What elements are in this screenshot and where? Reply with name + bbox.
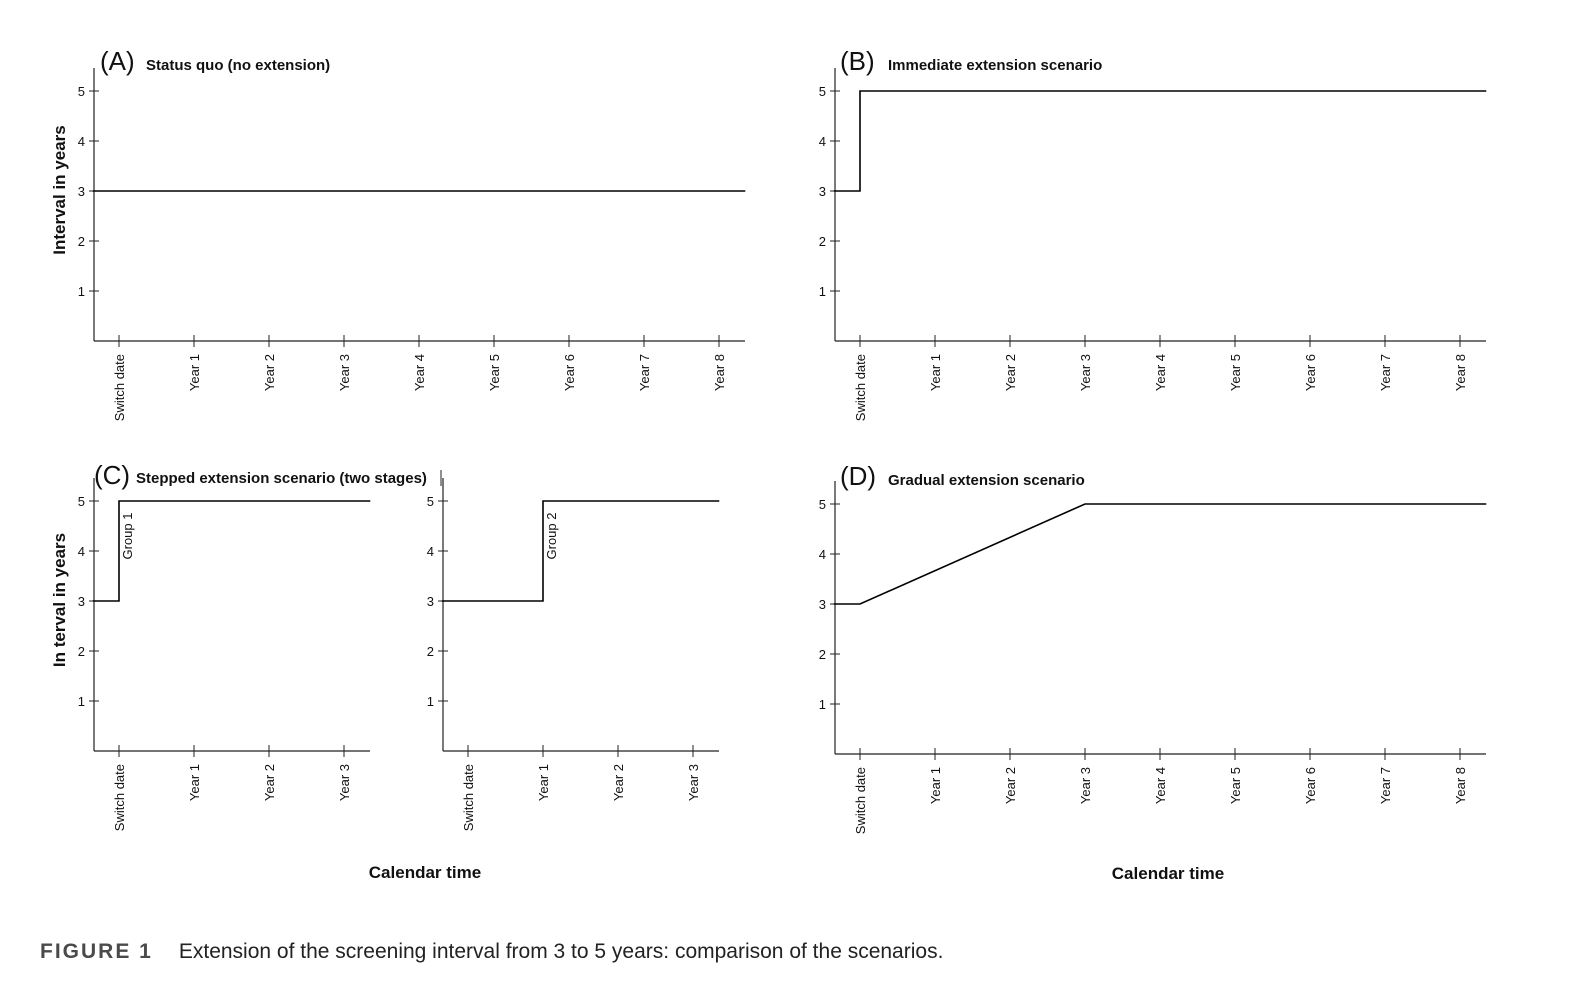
x-tick-label: Year 4 <box>1153 354 1168 391</box>
x-tick-label: Year 6 <box>1303 354 1318 391</box>
y-tick-label: 5 <box>819 84 826 99</box>
series-line <box>833 503 1487 605</box>
x-tick-label: Switch date <box>112 354 127 421</box>
figure-caption-text: Extension of the screening interval from… <box>178 940 944 963</box>
y-tick-label: 1 <box>78 694 85 709</box>
y-tick-label: 1 <box>819 697 826 712</box>
y-tick-label: 1 <box>819 284 826 299</box>
y-tick-label: 4 <box>78 134 85 149</box>
x-tick-label: Year 8 <box>712 354 727 391</box>
x-tick-label: Year 4 <box>1153 767 1168 804</box>
y-tick-label: 1 <box>427 694 434 709</box>
x-tick-label: Year 5 <box>1228 767 1243 804</box>
y-tick-label: 3 <box>78 184 85 199</box>
y-tick-label: 3 <box>427 594 434 609</box>
y-tick-label: 3 <box>78 594 85 609</box>
panel-title: Stepped extension scenario (two stages) <box>136 470 427 487</box>
x-tick-label: Year 7 <box>637 354 652 391</box>
x-tick-label: Switch date <box>461 764 476 831</box>
x-tick-label: Year 1 <box>928 354 943 391</box>
x-tick-label: Year 2 <box>1003 767 1018 804</box>
y-tick-label: 2 <box>819 234 826 249</box>
y-tick-label: 3 <box>819 597 826 612</box>
y-tick-label: 2 <box>819 647 826 662</box>
series-line <box>92 500 371 602</box>
x-tick-label: Year 2 <box>262 354 277 391</box>
y-axis-label-top: Interval in years <box>50 125 69 254</box>
figure-label: FIGURE 1 <box>40 940 153 963</box>
annotation-label: Group 2 <box>544 513 559 560</box>
x-tick-label: Year 8 <box>1453 767 1468 804</box>
x-tick-label: Year 6 <box>1303 767 1318 804</box>
figure-caption: FIGURE 1 Extension of the screening inter… <box>40 940 943 964</box>
x-tick-label: Year 5 <box>1228 354 1243 391</box>
chart-panel-c1: 1 2 3 4 5 Switch date Year 1 Year 2 Year 3 Group … <box>78 460 427 831</box>
x-tick-label: Year 2 <box>611 764 626 801</box>
x-tick-label: Year 1 <box>187 764 202 801</box>
panel-letter: (D) <box>840 461 876 491</box>
series-line <box>441 500 720 602</box>
panel-title: Gradual extension scenario <box>888 472 1085 489</box>
x-axis-label-bottom-left: Calendar time <box>369 863 481 882</box>
x-tick-label: Switch date <box>853 767 868 834</box>
panel-letter: (A) <box>100 46 135 76</box>
panel-letter: (C) <box>94 460 130 490</box>
x-tick-label: Year 2 <box>262 764 277 801</box>
x-tick-label: Switch date <box>112 764 127 831</box>
x-tick-label: Year 3 <box>1078 354 1093 391</box>
panel-letter: (B) <box>840 46 875 76</box>
x-tick-label: Year 5 <box>487 354 502 391</box>
x-tick-label: Year 1 <box>536 764 551 801</box>
y-tick-label: 5 <box>78 494 85 509</box>
series-line <box>833 90 1487 192</box>
chart-panel-d: 1 2 3 4 5 Switch date Year 1 Year 2 Year 3 Year 4… <box>819 461 1487 834</box>
panel-title: Immediate extension scenario <box>888 57 1102 74</box>
x-tick-label: Year 4 <box>412 354 427 391</box>
x-tick-label: Year 6 <box>562 354 577 391</box>
y-tick-label: 4 <box>78 544 85 559</box>
x-tick-label: Year 2 <box>1003 354 1018 391</box>
annotation-label: Group 1 <box>120 513 135 560</box>
y-tick-label: 1 <box>78 284 85 299</box>
panel-title: Status quo (no extension) <box>146 57 330 74</box>
y-tick-label: 4 <box>819 547 826 562</box>
y-axis-label-bottom: In terval in years <box>50 533 69 667</box>
chart-panel-b: 1 2 3 4 5 Switch date Year 1 Year 2 Year 3 Year 4… <box>819 46 1487 421</box>
x-tick-label: Year 7 <box>1378 354 1393 391</box>
y-tick-label: 5 <box>819 497 826 512</box>
x-tick-label: Year 3 <box>1078 767 1093 804</box>
x-tick-label: Year 8 <box>1453 354 1468 391</box>
x-tick-label: Year 1 <box>187 354 202 391</box>
y-tick-label: 3 <box>819 184 826 199</box>
y-tick-label: 4 <box>427 544 434 559</box>
y-tick-label: 4 <box>819 134 826 149</box>
chart-panel-c2: 1 2 3 4 5 Switch date Year 1 Year 2 Year 3 Group … <box>427 478 720 831</box>
x-axis-label-bottom-right: Calendar time <box>1112 864 1224 883</box>
y-tick-label: 2 <box>78 644 85 659</box>
y-tick-label: 5 <box>78 84 85 99</box>
x-tick-label: Year 7 <box>1378 767 1393 804</box>
x-tick-label: Year 3 <box>337 354 352 391</box>
y-tick-label: 2 <box>427 644 434 659</box>
chart-panel-a: 1 2 3 4 5 Switch date Year 1 Year 2 Year 3 Year 4… <box>78 46 746 421</box>
x-tick-label: Year 1 <box>928 767 943 804</box>
y-tick-label: 5 <box>427 494 434 509</box>
x-tick-label: Year 3 <box>686 764 701 801</box>
x-tick-label: Year 3 <box>337 764 352 801</box>
y-tick-label: 2 <box>78 234 85 249</box>
x-tick-label: Switch date <box>853 354 868 421</box>
